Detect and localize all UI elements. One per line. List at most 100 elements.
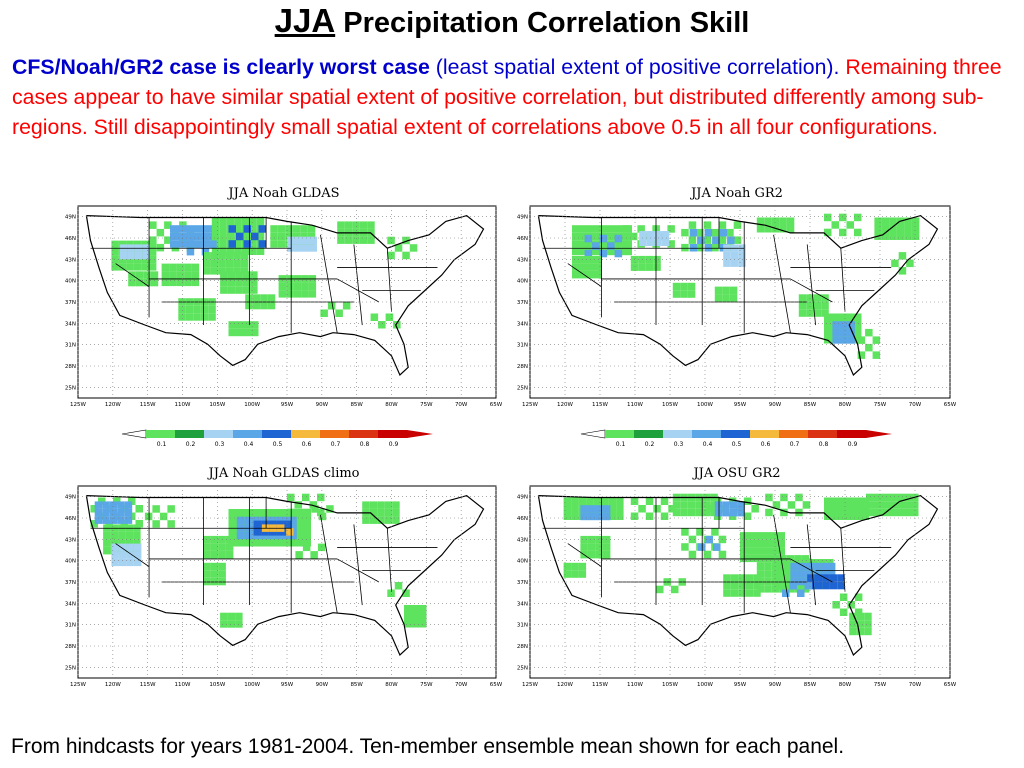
correlation-cell — [667, 240, 675, 248]
correlation-cell — [235, 620, 243, 628]
lon-tick-label: 65W — [490, 682, 503, 688]
correlation-cell — [697, 236, 705, 244]
correlation-cell — [727, 236, 735, 244]
correlation-cell — [184, 263, 192, 272]
correlation-cell — [738, 589, 746, 597]
correlation-cell — [608, 497, 617, 505]
lat-tick-label: 25N — [517, 665, 528, 671]
correlation-cell — [258, 225, 266, 233]
lon-tick-label: 85W — [350, 682, 363, 688]
correlation-cell — [251, 509, 259, 517]
lon-tick-label: 80W — [839, 402, 852, 408]
colorbar-label: 0.6 — [302, 441, 312, 448]
correlation-cell — [873, 501, 881, 509]
correlation-cell — [888, 508, 896, 517]
correlation-cell — [765, 493, 773, 502]
correlation-cell — [167, 520, 175, 528]
lon-tick-label: 100W — [244, 682, 260, 688]
correlation-cell — [703, 550, 712, 559]
correlation-cell — [243, 225, 251, 233]
correlation-cell — [377, 501, 385, 509]
correlation-cell — [128, 278, 136, 287]
correlation-cell — [579, 240, 587, 248]
correlation-cell — [837, 574, 845, 582]
correlation-cell — [572, 232, 580, 241]
correlation-cell — [864, 620, 872, 628]
colorbar-low-arrow — [121, 429, 147, 439]
correlation-cell — [881, 225, 890, 233]
correlation-cell — [829, 574, 838, 582]
correlation-cell — [777, 539, 785, 548]
correlation-cell — [203, 570, 211, 578]
correlation-cell — [755, 532, 763, 540]
correlation-cell — [854, 213, 862, 222]
correlation-cell — [169, 278, 177, 287]
correlation-cell — [722, 286, 730, 295]
correlation-cell — [283, 520, 292, 529]
lat-tick-label: 37N — [65, 580, 76, 586]
panel-title: JJA Noah GLDAS — [228, 186, 340, 201]
correlation-cell — [602, 535, 611, 544]
lon-tick-label: 80W — [839, 682, 852, 688]
lat-tick-label: 49N — [65, 215, 76, 221]
correlation-cell — [236, 539, 244, 547]
lat-tick-label: 43N — [65, 537, 76, 543]
correlation-cell — [302, 244, 310, 252]
correlation-cell — [745, 581, 754, 590]
correlation-cell — [118, 531, 126, 540]
correlation-cell — [253, 520, 262, 529]
correlation-cell — [210, 252, 219, 260]
correlation-cell — [563, 570, 572, 578]
correlation-cell — [308, 290, 317, 298]
correlation-cell — [118, 263, 127, 271]
correlation-cell — [762, 547, 770, 555]
colorbar-label: 0.5 — [273, 441, 283, 448]
correlation-cell — [228, 328, 236, 337]
correlation-cell — [790, 577, 798, 586]
correlation-cell — [866, 508, 874, 517]
colorbar-label: 0.4 — [244, 441, 254, 448]
correlation-cell — [210, 577, 219, 586]
correlation-cell — [242, 278, 251, 287]
correlation-cell — [326, 505, 334, 513]
state-border — [386, 248, 392, 312]
colorbar-label: 0.5 — [732, 441, 742, 448]
correlation-cell — [150, 271, 159, 279]
correlation-cell — [730, 589, 739, 597]
correlation-cell — [745, 589, 754, 597]
lon-tick-label: 90W — [316, 682, 329, 688]
correlation-cell — [98, 497, 106, 505]
correlation-cell — [873, 493, 881, 502]
correlation-cell — [572, 255, 580, 264]
correlation-cell — [580, 535, 588, 544]
correlation-cell — [713, 497, 722, 505]
correlation-cell — [186, 232, 195, 241]
correlation-cell — [831, 512, 839, 520]
correlation-cell — [191, 278, 200, 287]
correlation-cell — [252, 294, 261, 302]
slide-title: JJA Precipitation Correlation Skill — [0, 2, 1024, 40]
correlation-cell — [344, 236, 353, 244]
correlation-cell — [730, 581, 739, 590]
correlation-cell — [639, 231, 647, 239]
correlation-cell — [861, 505, 869, 513]
correlation-cell — [267, 294, 276, 302]
correlation-cell — [595, 505, 603, 513]
correlation-cell — [849, 620, 857, 628]
correlation-cell — [327, 302, 336, 310]
colorbar-label: 0.2 — [645, 441, 655, 448]
correlation-cell — [824, 505, 832, 513]
colorbar-swatch — [692, 430, 721, 438]
correlation-cell — [303, 524, 311, 532]
state-border — [115, 543, 150, 567]
correlation-cell — [857, 336, 866, 344]
correlation-cell — [847, 328, 855, 337]
correlation-cell — [220, 620, 228, 628]
correlation-cell — [225, 252, 234, 260]
correlation-cell — [706, 505, 714, 513]
correlation-cell — [210, 259, 219, 268]
correlation-cell — [292, 232, 301, 241]
correlation-cell — [226, 217, 235, 225]
correlation-cell — [302, 493, 310, 502]
correlation-cell — [203, 535, 211, 544]
